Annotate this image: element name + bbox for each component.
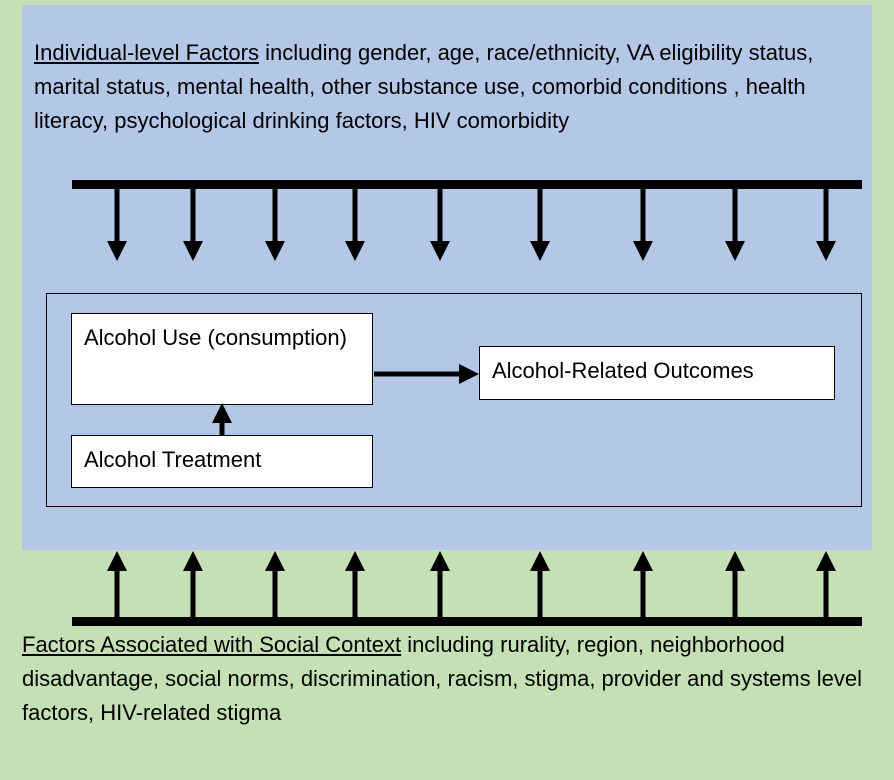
social-text: including rurality, region, neighborhood… bbox=[22, 632, 862, 725]
social-label: Factors Associated with Social Context bbox=[22, 632, 402, 657]
individual-text: including gender, age, race/ethnicity, V… bbox=[34, 40, 814, 133]
node-box: Alcohol Treatment bbox=[71, 435, 373, 488]
individual-factors: Individual-level Factors including gende… bbox=[34, 36, 874, 138]
model-frame bbox=[46, 293, 862, 507]
social-factors: Factors Associated with Social Context i… bbox=[22, 628, 872, 730]
down-arrows bbox=[107, 189, 836, 261]
individual-label: Individual-level Factors bbox=[34, 40, 259, 65]
top-bar bbox=[72, 180, 862, 189]
node-box: Alcohol-Related Outcomes bbox=[479, 346, 835, 400]
up-arrows bbox=[107, 551, 836, 617]
bottom-bar bbox=[72, 617, 862, 626]
